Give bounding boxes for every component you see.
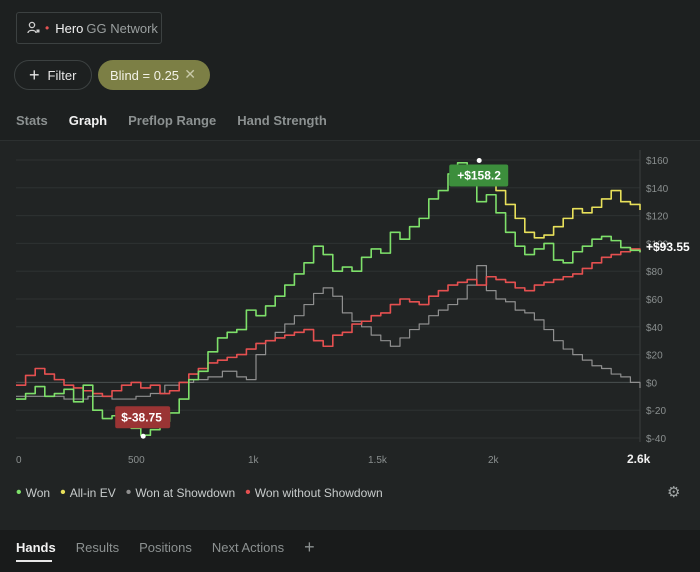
max-point-marker <box>476 158 482 164</box>
y-tick-label: $100 <box>646 239 669 250</box>
x-tick-label: 2k <box>488 455 500 466</box>
y-tick-label: $140 <box>646 184 669 195</box>
max-label: +$158.2 <box>457 169 501 183</box>
tab-hands[interactable]: Hands <box>16 540 56 555</box>
blind-filter-chip[interactable]: Blind = 0.25 ✕ <box>98 60 210 90</box>
tab-graph[interactable]: Graph <box>68 113 108 128</box>
legend: • Won • All-in EV • Won at Showdown • Won wi… <box>16 485 393 501</box>
min-label: $-38.75 <box>121 410 162 424</box>
y-tick-label: $20 <box>646 351 663 362</box>
x-tick-label: 500 <box>128 455 145 466</box>
x-tick-label: 1.5k <box>368 455 388 466</box>
y-tick-label: $-40 <box>646 434 666 445</box>
y-tick-label: $60 <box>646 295 663 306</box>
player-network: GG Network <box>86 20 158 36</box>
tab-preflop-range[interactable]: Preflop Range <box>128 113 217 128</box>
min-point-marker <box>140 433 146 439</box>
close-icon[interactable]: ✕ <box>184 66 196 82</box>
gear-icon[interactable]: ⚙ <box>667 484 681 501</box>
legend-won-at-showdown[interactable]: • Won at Showdown <box>125 484 236 501</box>
player-icon <box>27 21 40 34</box>
x-tick-label: 0 <box>16 455 22 466</box>
bottom-panel <box>0 530 700 572</box>
x-tick-label: 1k <box>248 455 260 466</box>
tab-results[interactable]: Results <box>75 540 120 555</box>
network-dot-icon: • <box>45 21 50 35</box>
y-tick-label: $0 <box>646 378 658 389</box>
legend-allin-ev[interactable]: • All-in EV <box>60 484 116 501</box>
end-value-label: +$93.55 <box>646 240 690 254</box>
min-label-box <box>115 406 171 429</box>
max-label-box <box>449 164 509 187</box>
x-tick-label: 2.6k <box>627 452 651 466</box>
player-selector[interactable]: • Hero GG Network <box>16 12 162 44</box>
add-tab-icon[interactable]: + <box>304 537 315 557</box>
legend-won[interactable]: • Won <box>16 484 51 501</box>
y-tick-label: $120 <box>646 212 669 223</box>
legend-dot-icon: • <box>125 484 132 501</box>
bottom-tabs: Hands Results Positions Next Actions + <box>16 537 315 558</box>
y-tick-label: $80 <box>646 267 663 278</box>
tab-next-actions[interactable]: Next Actions <box>211 540 285 555</box>
tab-positions[interactable]: Positions <box>139 540 192 555</box>
legend-won-without-showdown[interactable]: • Won without Showdown <box>245 484 383 501</box>
tab-hand-strength[interactable]: Hand Strength <box>237 113 327 128</box>
graph-panel <box>0 140 700 530</box>
series-line-all-in-ev <box>467 164 641 239</box>
series-line-won-at-showdown <box>16 265 641 400</box>
legend-dot-icon: • <box>245 484 251 501</box>
y-tick-label: $160 <box>646 156 669 167</box>
y-tick-label: $40 <box>646 323 663 334</box>
filter-button[interactable]: + Filter <box>14 60 92 90</box>
chip-label: Blind = 0.25 <box>110 67 180 83</box>
plus-icon: + <box>29 65 40 85</box>
legend-dot-icon: • <box>60 484 66 501</box>
series-line-won-without-showdown <box>16 248 641 398</box>
stats-tabs: Stats Graph Preflop Range Hand Strength <box>16 113 348 128</box>
filter-label: Filter <box>47 67 77 83</box>
y-tick-label: $-20 <box>646 406 666 417</box>
active-tab-underline <box>16 560 52 562</box>
player-name: Hero <box>55 20 84 36</box>
tab-stats[interactable]: Stats <box>16 113 48 128</box>
legend-dot-icon: • <box>16 484 22 501</box>
